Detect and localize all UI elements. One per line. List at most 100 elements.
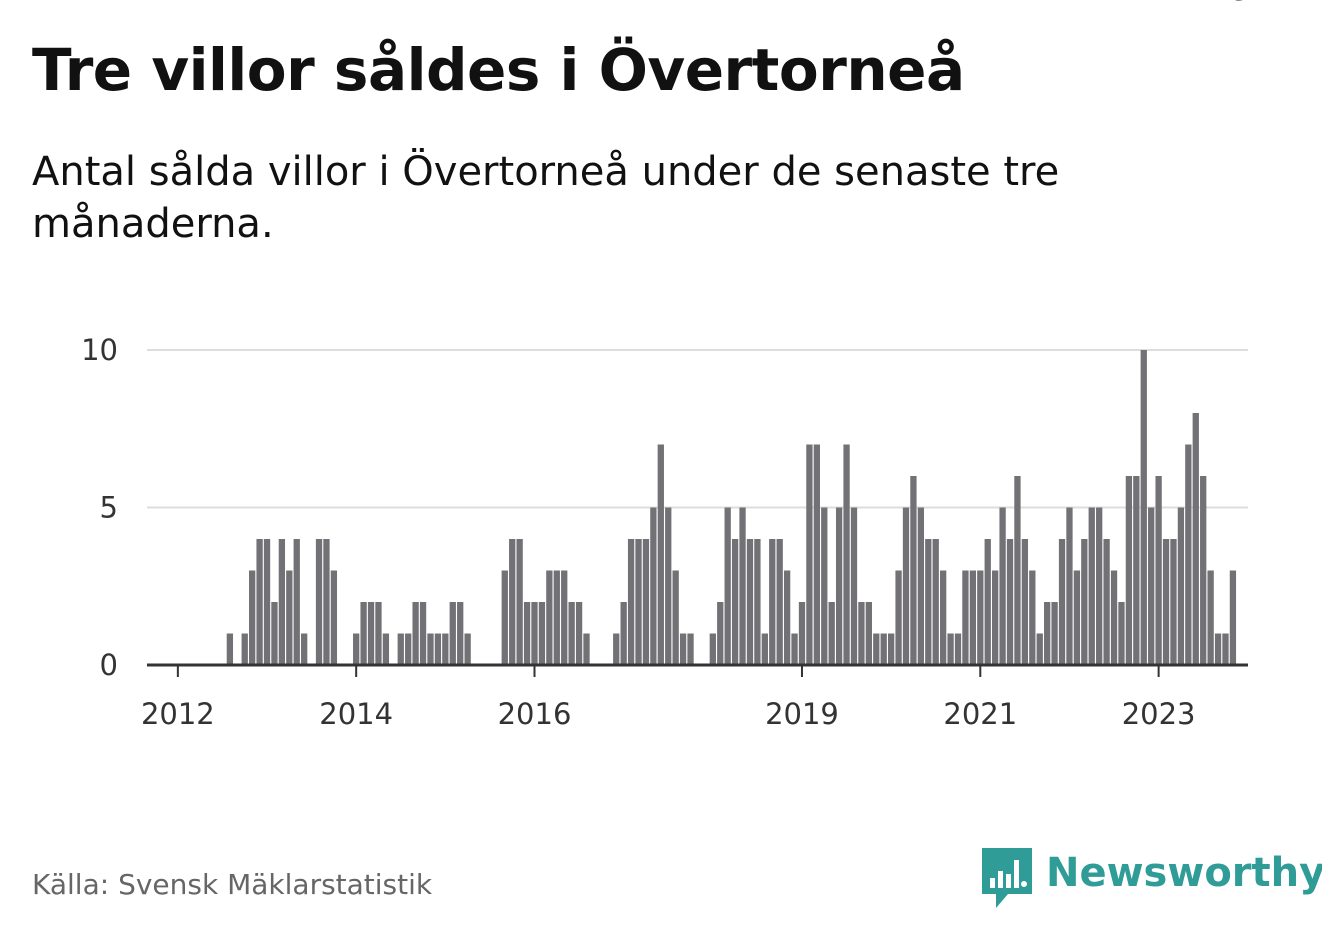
- bar: [382, 633, 390, 665]
- bar: [977, 570, 984, 665]
- bar: [1036, 633, 1043, 665]
- bar: [947, 633, 954, 665]
- bar: [1133, 476, 1140, 665]
- y-tick-label: 0: [100, 648, 118, 682]
- bar: [1229, 570, 1237, 665]
- bar-chart: 0 5 10 3 2012 2014 2016 2019 2021 2023: [81, 0, 1250, 731]
- bar: [895, 570, 902, 665]
- bar: [553, 570, 560, 665]
- bar: [1006, 539, 1014, 665]
- bar: [575, 602, 583, 665]
- axis-ticks: [176, 665, 1160, 677]
- bar: [940, 570, 947, 665]
- brand-logo: Newsworthy: [982, 848, 1322, 912]
- bar: [917, 507, 925, 665]
- bar: [1207, 570, 1214, 665]
- bar: [1170, 539, 1177, 665]
- bar: [1029, 570, 1036, 665]
- bar: [1081, 539, 1088, 665]
- bar: [412, 602, 419, 665]
- bar: [672, 570, 679, 665]
- bar: [367, 602, 375, 665]
- bar: [843, 444, 850, 665]
- bar: [665, 507, 672, 665]
- chart-subtitle: Antal sålda villor i Övertorneå under de…: [32, 149, 1060, 247]
- bar: [397, 633, 404, 665]
- bar: [642, 539, 650, 665]
- bar: [1185, 444, 1192, 665]
- bar: [1073, 570, 1081, 665]
- bar: [1125, 476, 1133, 665]
- brand-name: Newsworthy: [1046, 850, 1322, 896]
- bar: [687, 633, 694, 665]
- newsworthy-bar-chart-logo-icon: [982, 848, 1032, 908]
- bar: [1222, 633, 1229, 665]
- x-tick-label: 2016: [498, 697, 572, 731]
- bar: [992, 570, 999, 665]
- bar: [1118, 602, 1125, 665]
- bar: [858, 602, 865, 665]
- bar: [806, 444, 813, 665]
- bar: [442, 633, 449, 665]
- bar: [835, 507, 843, 665]
- bar: [657, 444, 664, 665]
- bar: [375, 602, 382, 665]
- bar: [798, 602, 806, 665]
- bar: [925, 539, 932, 665]
- bar: [962, 570, 969, 665]
- bar: [709, 633, 716, 665]
- x-tick-label: 2023: [1122, 697, 1196, 731]
- bar: [969, 570, 977, 665]
- bar: [405, 633, 412, 665]
- bar: [301, 633, 308, 665]
- bar: [1214, 633, 1222, 665]
- bar: [865, 602, 872, 665]
- bar: [746, 539, 754, 665]
- bar: [249, 570, 256, 665]
- axis-labels: 0 5 10 3 2012 2014 2016 2019 2021 2023: [81, 0, 1250, 731]
- bar: [739, 507, 746, 665]
- bar: [828, 602, 835, 665]
- bar: [1200, 476, 1207, 665]
- bar: [1021, 539, 1029, 665]
- bar: [761, 633, 768, 665]
- bar: [241, 633, 248, 665]
- bar: [776, 539, 783, 665]
- bar: [561, 570, 568, 665]
- bars: [226, 350, 1237, 665]
- bar: [1066, 507, 1073, 665]
- bar: [1051, 602, 1058, 665]
- bar: [821, 507, 828, 665]
- bar: [1044, 602, 1051, 665]
- bar: [583, 633, 590, 665]
- bar: [984, 539, 991, 665]
- bar: [724, 507, 731, 665]
- bar: [1096, 507, 1103, 665]
- bar: [679, 633, 687, 665]
- bar: [1014, 476, 1021, 665]
- bar: [516, 539, 523, 665]
- bar: [353, 633, 360, 665]
- bar: [293, 539, 300, 665]
- bar: [323, 539, 330, 665]
- bar: [263, 539, 271, 665]
- bar: [501, 570, 508, 665]
- bar: [568, 602, 575, 665]
- bar: [226, 633, 234, 665]
- bar: [546, 570, 553, 665]
- bar: [434, 633, 442, 665]
- bar: [1103, 539, 1110, 665]
- bar: [627, 539, 635, 665]
- bar: [887, 633, 895, 665]
- bar: [1088, 507, 1095, 665]
- bar: [902, 507, 910, 665]
- bar: [910, 476, 917, 665]
- bar: [613, 633, 620, 665]
- bar: [932, 539, 939, 665]
- bar: [999, 507, 1006, 665]
- bar: [1110, 570, 1118, 665]
- x-tick-label: 2021: [943, 697, 1017, 731]
- bar: [620, 602, 627, 665]
- bar: [635, 539, 642, 665]
- bar: [880, 633, 887, 665]
